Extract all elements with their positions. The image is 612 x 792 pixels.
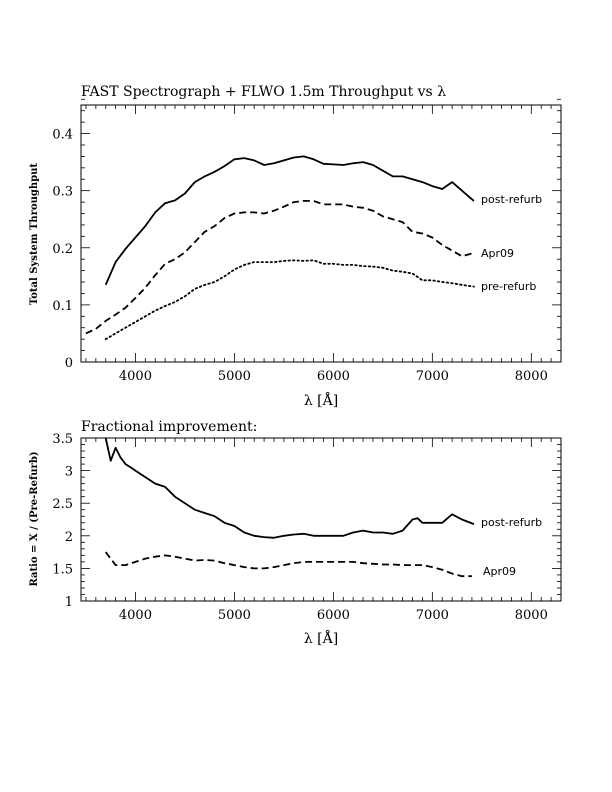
top-series-label-apr09: Apr09 — [481, 247, 514, 260]
top-x-tick-label: 5000 — [218, 369, 251, 384]
top-y-tick-label: 0.1 — [52, 299, 73, 314]
bottom-series-line-apr09 — [104, 551, 472, 578]
top-y-tick-label: 0 — [65, 356, 73, 371]
top-y-axis-label: Total System Throughput — [29, 163, 40, 305]
bottom-chart-title: Fractional improvement: — [81, 419, 257, 435]
top-x-tick-label: 7000 — [416, 369, 449, 384]
bottom-ticks: 4000 5000 6000 7000 8000 1 1.5 2 2.5 3 3.5 — [52, 432, 562, 623]
top-series-label-pre-refurb: pre-refurb — [481, 280, 536, 293]
top-x-axis-label: λ [Å] — [304, 391, 338, 409]
bottom-y-tick-label: 1.5 — [52, 562, 73, 577]
bottom-x-tick-label: 6000 — [317, 608, 350, 623]
bottom-series — [104, 437, 475, 578]
top-series-line-apr09 — [85, 199, 473, 335]
bottom-y-axis-label: Ratio = X / (Pre-Refurb) — [29, 451, 40, 586]
top-series-label-post-refurb: post-refurb — [481, 193, 542, 206]
bottom-x-tick-label: 4000 — [119, 608, 152, 623]
top-y-tick-label: 0.2 — [52, 242, 73, 257]
bottom-series-label-apr09: Apr09 — [483, 565, 516, 578]
top-x-tick-label: 8000 — [515, 369, 548, 384]
bottom-plot-frame — [80, 437, 562, 602]
bottom-y-tick-label: 2.5 — [52, 497, 73, 512]
top-series-line-pre-refurb — [104, 259, 475, 341]
top-series-line-post-refurb — [104, 155, 475, 286]
top-plot-frame — [80, 104, 562, 363]
bottom-y-tick-label: 2 — [65, 530, 73, 545]
top-x-tick-label: 6000 — [317, 369, 350, 384]
bottom-series-line-post-refurb — [104, 437, 475, 539]
throughput-chart: FAST Spectrograph + FLWO 1.5m Throughput… — [29, 84, 562, 409]
bottom-x-tick-label: 5000 — [218, 608, 251, 623]
bottom-y-tick-label: 3 — [65, 465, 73, 480]
top-y-tick-label: 0.3 — [52, 185, 73, 200]
top-ticks: 4000 5000 6000 7000 8000 0 0.1 0.2 0.3 0.4 — [52, 98, 562, 384]
top-series — [85, 155, 475, 341]
top-x-tick-label: 4000 — [119, 369, 152, 384]
bottom-x-tick-label: 8000 — [515, 608, 548, 623]
bottom-series-label-post-refurb: post-refurb — [481, 516, 542, 529]
bottom-y-tick-label: 3.5 — [52, 432, 73, 447]
bottom-x-axis-label: λ [Å] — [304, 629, 338, 647]
top-chart-title: FAST Spectrograph + FLWO 1.5m Throughput… — [81, 84, 446, 100]
bottom-x-tick-label: 7000 — [416, 608, 449, 623]
bottom-y-tick-label: 1 — [65, 595, 73, 610]
top-y-tick-label: 0.4 — [52, 128, 73, 143]
ratio-chart: Fractional improvement: 4000 5000 6000 7000… — [29, 419, 562, 647]
